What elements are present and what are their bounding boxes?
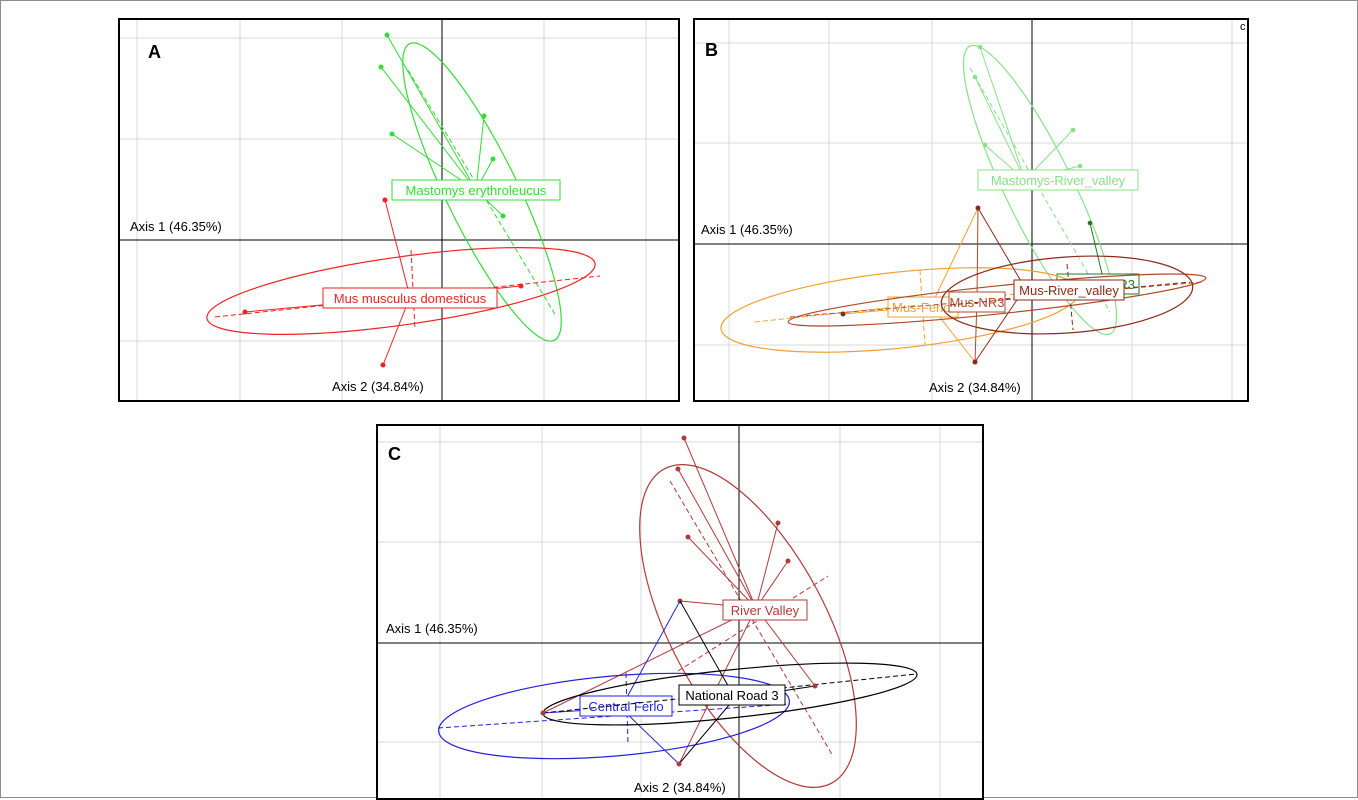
grid-lines (378, 426, 982, 798)
spoke (687, 536, 757, 609)
label-national-road-3: National Road 3 (685, 688, 778, 703)
spoke (1089, 222, 1104, 279)
ellipse (639, 464, 857, 788)
data-point (982, 142, 988, 148)
data-point (972, 74, 978, 80)
panel-letter-b: B (705, 40, 718, 60)
data-point (242, 309, 248, 315)
label-box (1013, 279, 1125, 301)
panel-b-plot: Mastomys-River_valley NR3 Mus-Ferlo (695, 20, 1247, 400)
ellipse (940, 255, 1194, 335)
data-point (1077, 163, 1083, 169)
data-point (1087, 220, 1093, 226)
data-point (389, 131, 395, 137)
ellipse-mastomys (402, 42, 562, 342)
panel-b: Mastomys-River_valley NR3 Mus-Ferlo (693, 18, 1249, 402)
data-point (785, 558, 791, 564)
series-mus-ferlo: Mus-Ferlo (720, 207, 1080, 363)
data-point (481, 113, 487, 119)
ellipse-major-axis (669, 480, 834, 757)
y-axis-label: Axis 2 (34.84%) (332, 379, 424, 394)
label-mastomys: Mastomys erythroleucus (406, 183, 547, 198)
data-point (676, 761, 682, 767)
panel-letter-a: A (148, 42, 161, 62)
label-box (579, 695, 673, 717)
label-box-mastomys (391, 179, 561, 201)
spoke (384, 199, 411, 298)
data-point (378, 64, 384, 70)
panel-a: Mastomys erythroleucus Mus musculus dome… (118, 18, 680, 402)
data-point (840, 311, 846, 317)
data-point (382, 197, 388, 203)
ellipse-minor-axis (919, 269, 926, 346)
panel-c-plot: River Valley Central Ferlo National Road… (378, 426, 982, 798)
series-river-valley: River Valley (542, 435, 857, 788)
label-mus-river-valley: Mus-River_valley (1019, 283, 1119, 298)
label-river-valley: River Valley (731, 603, 800, 618)
label-mus-ferlo: Mus-Ferlo (892, 300, 951, 315)
ellipse (787, 273, 1207, 327)
data-point (1070, 127, 1076, 133)
data-point (518, 283, 524, 289)
spoke (678, 697, 736, 765)
data-point (812, 683, 818, 689)
grid-lines (695, 20, 1247, 400)
spoke (976, 207, 979, 301)
data-point (384, 32, 390, 38)
series-national-road-3: National Road 3 (540, 600, 918, 767)
series-mastomys-river-valley: Mastomys-River_valley (962, 44, 1139, 336)
data-point (977, 44, 983, 50)
data-point (500, 213, 506, 219)
data-point (380, 362, 386, 368)
grid-lines (120, 20, 678, 400)
spoke (930, 207, 979, 307)
spoke (979, 46, 1026, 181)
panel-letter-c: C (388, 444, 401, 464)
data-point (681, 435, 687, 441)
data-point (490, 156, 496, 162)
series-mus-musculus-domesticus: Mus musculus domesticus (206, 197, 601, 368)
spoke (677, 468, 757, 609)
label-box (678, 684, 786, 706)
label-box-mus (322, 287, 498, 309)
spoke (380, 66, 477, 191)
spoke (386, 34, 477, 191)
series-mus-nr3: Mus-NR3 (787, 207, 1207, 363)
spoke (755, 607, 816, 687)
x-axis-label: Axis 1 (46.35%) (130, 219, 222, 234)
series-mus-river-valley: Mus-River_valley (840, 205, 1194, 365)
ellipse-minor-axis (677, 575, 829, 672)
spoke (679, 600, 736, 699)
spoke (620, 707, 680, 765)
ellipse-mus (206, 247, 596, 335)
data-point (540, 710, 546, 716)
spoke (620, 600, 681, 709)
spoke (977, 207, 1026, 289)
data-point (675, 466, 681, 472)
y-axis-label: Axis 2 (34.84%) (929, 380, 1021, 395)
spoke (974, 76, 1026, 181)
spoke (683, 437, 757, 609)
label-mastomys-river-valley: Mastomys-River_valley (991, 173, 1126, 188)
data-point (975, 205, 981, 211)
panel-c: River Valley Central Ferlo National Road… (376, 424, 984, 800)
x-axis-label: Axis 1 (46.35%) (701, 222, 793, 237)
ellipse (438, 672, 790, 760)
y-axis-label: Axis 2 (34.84%) (634, 780, 726, 795)
corner-mark: c (1240, 21, 1246, 33)
label-box (977, 169, 1139, 191)
series-mastomys-erythroleucus: Mastomys erythroleucus (378, 32, 562, 342)
x-axis-label: Axis 1 (46.35%) (386, 621, 478, 636)
panel-a-plot: Mastomys erythroleucus Mus musculus dome… (120, 20, 678, 400)
spoke (475, 115, 485, 191)
data-point (972, 359, 978, 365)
label-box (722, 599, 808, 621)
data-point (685, 534, 691, 540)
label-central-ferlo: Central Ferlo (588, 699, 663, 714)
data-point (775, 520, 781, 526)
spoke (755, 522, 779, 609)
label-mus: Mus musculus domesticus (334, 291, 487, 306)
